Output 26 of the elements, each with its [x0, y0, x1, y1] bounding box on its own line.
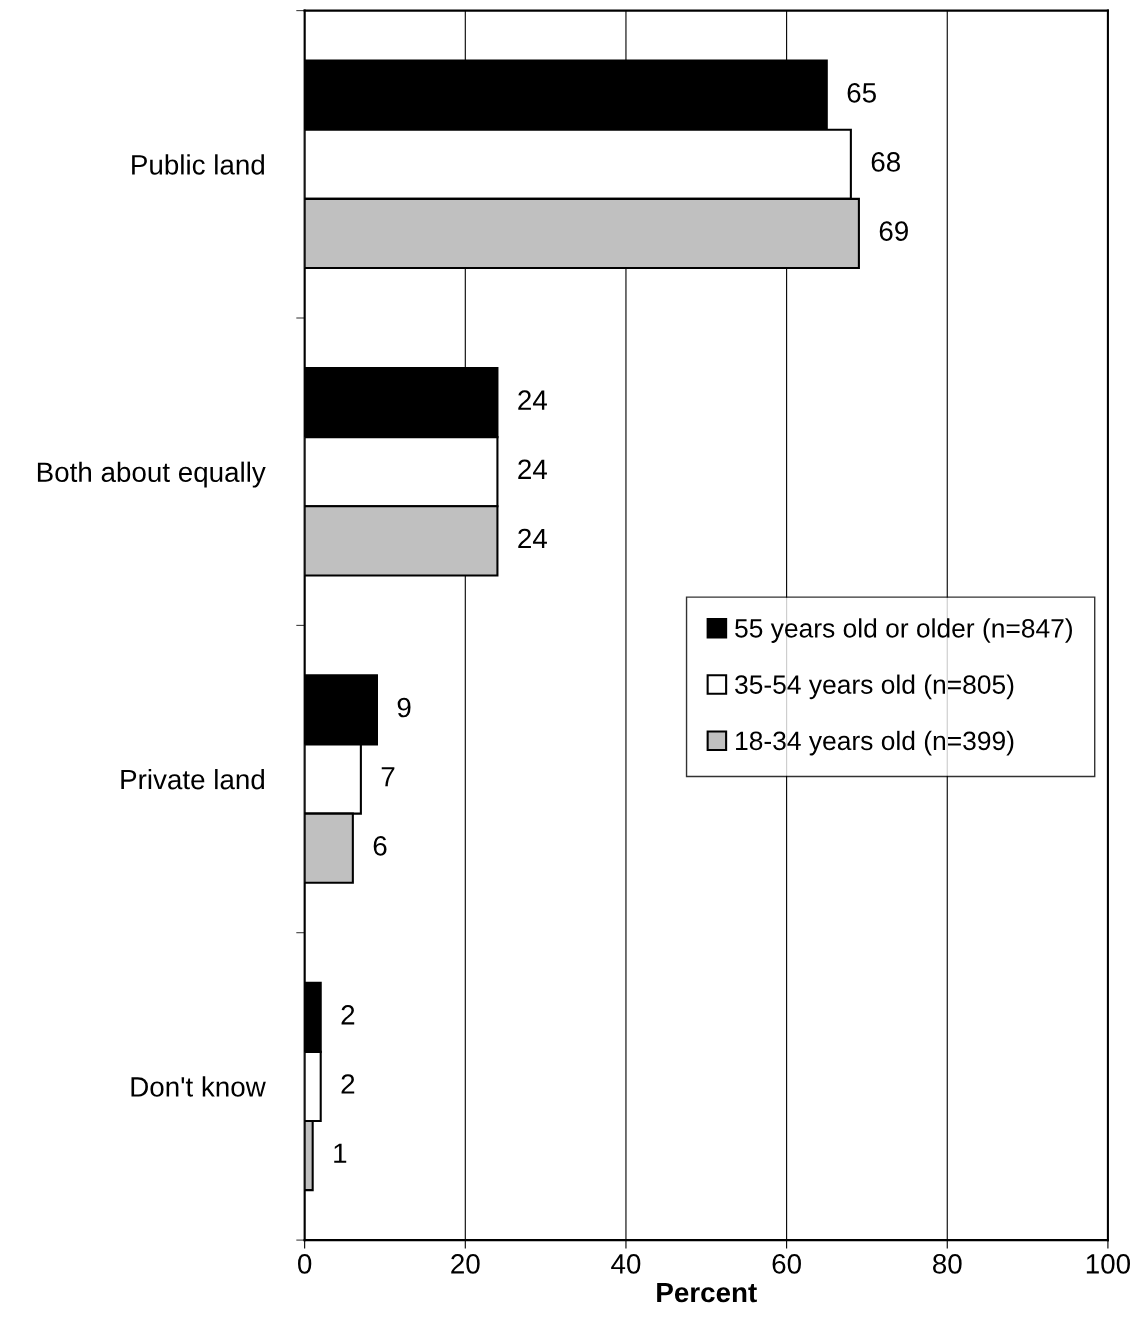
- data-label: 6: [373, 836, 387, 856]
- x-tick-label: 60: [772, 1254, 801, 1274]
- data-label: 24: [518, 390, 547, 410]
- data-label: 68: [871, 152, 900, 172]
- data-label: 65: [847, 82, 876, 103]
- x-tick-label: 100: [1086, 1254, 1130, 1274]
- y-tick-label: Private land: [121, 768, 264, 790]
- data-label: 1: [334, 1143, 347, 1163]
- x-tick-label: 40: [611, 1254, 641, 1274]
- data-label: 69: [879, 221, 908, 241]
- data-label: 24: [518, 528, 547, 549]
- data-label: 24: [518, 459, 547, 479]
- x-tick-label: 80: [933, 1254, 962, 1274]
- legend-label: 55 years old or older (n=847): [735, 618, 1072, 643]
- y-tick-label: Don't know: [131, 1076, 266, 1097]
- x-tick-label: 0: [298, 1254, 312, 1274]
- legend-label: 18-34 years old (n=399): [736, 730, 1014, 756]
- data-label: 7: [381, 767, 395, 787]
- data-label: 2: [341, 1074, 355, 1094]
- legend-label: 35-54 years old (n=805): [735, 674, 1014, 700]
- data-label: 2: [341, 1005, 355, 1025]
- x-axis-title: Percent: [657, 1282, 757, 1303]
- x-tick-label: 20: [451, 1254, 480, 1274]
- y-tick-label: Both about equally: [37, 461, 266, 488]
- y-tick-label: Public land: [132, 154, 264, 175]
- data-label: 9: [397, 697, 411, 718]
